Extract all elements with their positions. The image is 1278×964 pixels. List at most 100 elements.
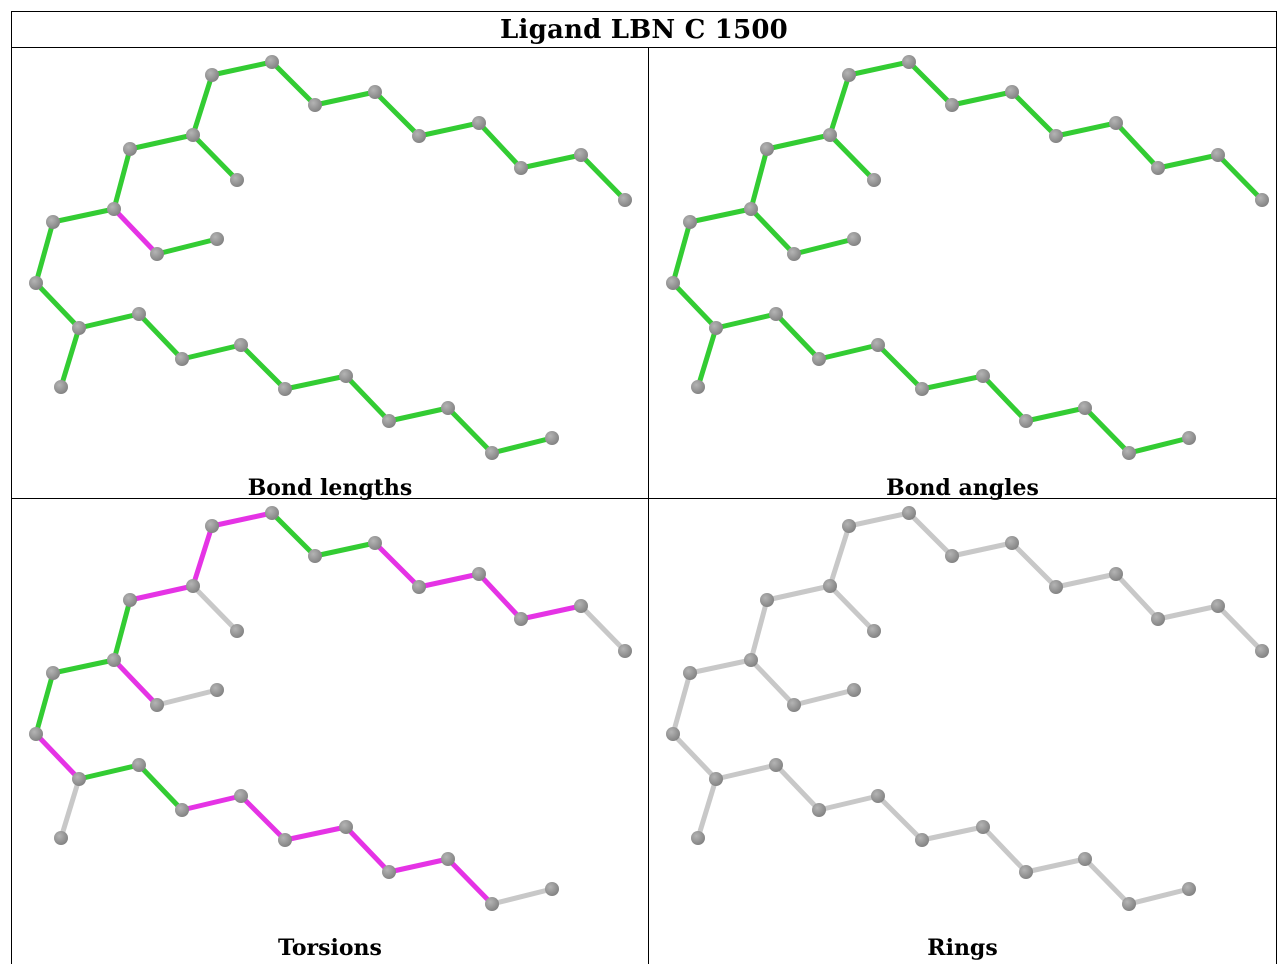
bond — [773, 311, 822, 362]
atom — [691, 831, 705, 845]
atom — [945, 549, 959, 563]
atom — [472, 567, 486, 581]
atom — [1049, 129, 1063, 143]
bond — [1009, 89, 1059, 139]
atom — [666, 727, 680, 741]
bond — [670, 219, 693, 286]
atom — [1122, 446, 1136, 460]
bond — [190, 72, 215, 138]
atom — [574, 148, 588, 162]
bond — [476, 120, 524, 171]
bond — [343, 824, 392, 875]
bond — [111, 657, 160, 708]
atom — [485, 897, 499, 911]
atom — [412, 580, 426, 594]
atom — [867, 624, 881, 638]
bond — [919, 373, 986, 392]
atom — [265, 506, 279, 520]
bond — [764, 583, 833, 603]
atom — [514, 612, 528, 626]
bond — [58, 776, 82, 841]
atom — [847, 232, 861, 246]
bond — [1215, 152, 1265, 203]
bond — [518, 603, 584, 622]
atom — [1078, 852, 1092, 866]
atom — [1109, 567, 1123, 581]
bond — [670, 731, 719, 782]
atom — [382, 414, 396, 428]
bond — [713, 311, 779, 331]
atom — [382, 865, 396, 879]
bond — [695, 776, 719, 841]
bond — [386, 856, 451, 875]
bond — [76, 762, 142, 782]
bond — [670, 670, 693, 737]
panel-bond-angles — [649, 48, 1276, 474]
atom — [107, 202, 121, 216]
atom — [1049, 580, 1063, 594]
atom — [976, 820, 990, 834]
rule-center — [648, 47, 649, 964]
atom — [46, 215, 60, 229]
bond — [58, 325, 82, 390]
caption-bond-angles: Bond angles — [886, 475, 1039, 501]
atom — [54, 380, 68, 394]
bond — [312, 540, 378, 559]
bond — [1053, 571, 1119, 590]
bond — [179, 342, 244, 362]
bond — [136, 762, 185, 813]
bond — [1009, 540, 1059, 590]
molecule-torsions — [29, 506, 632, 911]
atom — [339, 369, 353, 383]
atom — [205, 68, 219, 82]
atom — [823, 128, 837, 142]
molecule-bond-angles — [666, 55, 1269, 460]
molecule-rings — [666, 506, 1269, 911]
bond — [791, 236, 857, 257]
atom — [123, 593, 137, 607]
bond — [687, 206, 754, 225]
atom — [915, 833, 929, 847]
atom — [1151, 612, 1165, 626]
bond — [33, 280, 82, 331]
atom — [441, 852, 455, 866]
atom — [132, 758, 146, 772]
atom — [368, 85, 382, 99]
bond — [578, 152, 628, 203]
atom — [760, 593, 774, 607]
atom — [72, 321, 86, 335]
atom — [769, 307, 783, 321]
atom — [205, 519, 219, 533]
atom — [871, 338, 885, 352]
atom — [871, 789, 885, 803]
atom — [54, 831, 68, 845]
rule-under-title — [11, 47, 1277, 48]
figure-title: Ligand LBN C 1500 — [500, 14, 788, 45]
bond — [748, 597, 770, 663]
atom — [545, 431, 559, 445]
atom — [867, 173, 881, 187]
atom — [230, 624, 244, 638]
bond — [1023, 405, 1088, 424]
bond — [906, 59, 955, 108]
bond — [764, 132, 833, 152]
atom — [842, 68, 856, 82]
atom — [29, 727, 43, 741]
bond — [238, 342, 288, 392]
bond — [980, 373, 1029, 424]
bond — [282, 824, 349, 843]
caption-rings: Rings — [927, 935, 998, 961]
bond — [209, 510, 275, 529]
bond — [111, 146, 133, 212]
bond — [816, 793, 881, 813]
atom — [1211, 599, 1225, 613]
bond — [1126, 435, 1192, 456]
bond — [136, 311, 185, 362]
atom — [186, 579, 200, 593]
bond — [827, 523, 852, 589]
bond — [489, 886, 555, 907]
atom — [902, 506, 916, 520]
panel-torsions — [12, 499, 648, 927]
bond — [312, 89, 378, 108]
bond — [76, 311, 142, 331]
